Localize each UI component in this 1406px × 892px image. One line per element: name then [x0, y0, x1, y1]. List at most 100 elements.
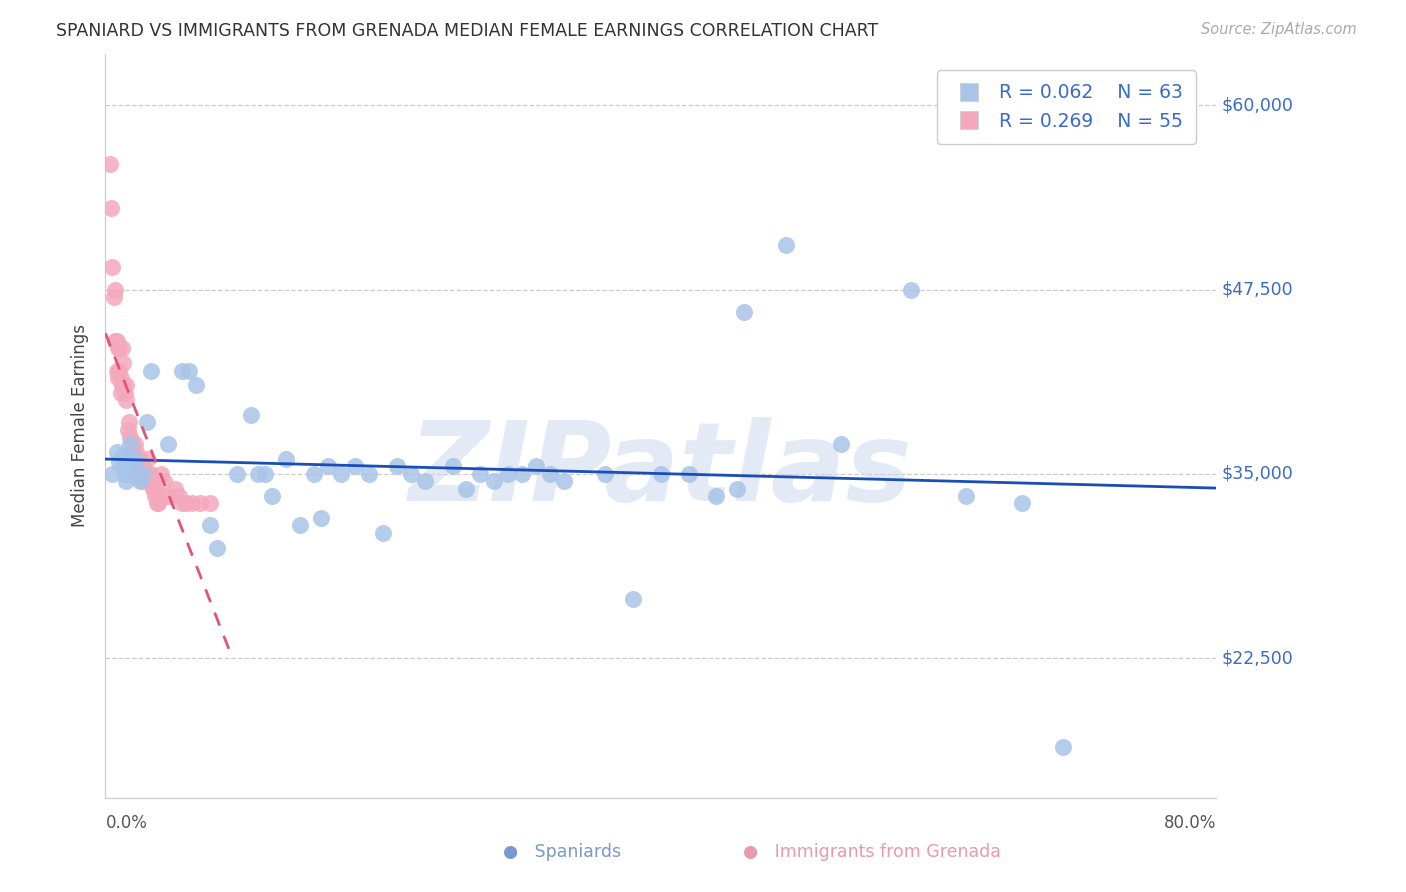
Point: [125, 464, 148, 478]
Point: [188, 496, 211, 510]
Point: [111, 449, 134, 463]
Point: [678, 467, 700, 481]
Point: [115, 393, 138, 408]
Point: [110, 371, 132, 385]
Text: Source: ZipAtlas.com: Source: ZipAtlas.com: [1201, 22, 1357, 37]
Point: [115, 475, 138, 489]
Point: [107, 371, 129, 385]
Point: [156, 437, 179, 451]
Point: [262, 489, 284, 503]
Point: [706, 489, 728, 503]
Point: [105, 363, 128, 377]
Point: [385, 459, 408, 474]
Point: [595, 467, 617, 481]
Point: [117, 467, 139, 481]
Point: [156, 489, 179, 503]
Point: [226, 467, 249, 481]
Point: [180, 496, 202, 510]
Point: [108, 455, 131, 469]
Point: [108, 342, 131, 356]
Point: [141, 467, 163, 481]
Legend: R = 0.062    N = 63, R = 0.269    N = 55: R = 0.062 N = 63, R = 0.269 N = 55: [936, 70, 1195, 144]
Point: [399, 467, 422, 481]
Point: [330, 467, 353, 481]
Point: [100, 202, 122, 216]
Point: [167, 489, 190, 503]
Point: [108, 363, 131, 377]
Text: ●   Immigrants from Grenada: ● Immigrants from Grenada: [742, 843, 1001, 861]
Point: [105, 334, 128, 348]
Point: [510, 467, 533, 481]
Text: 0.0%: 0.0%: [105, 814, 148, 832]
Point: [139, 475, 162, 489]
Point: [1011, 496, 1033, 510]
Point: [117, 423, 139, 437]
Text: $47,500: $47,500: [1222, 280, 1294, 299]
Point: [128, 452, 150, 467]
Point: [198, 518, 221, 533]
Point: [118, 415, 141, 429]
Point: [121, 437, 143, 451]
Point: [111, 378, 134, 392]
Point: [184, 378, 207, 392]
Point: [733, 304, 755, 318]
Point: [621, 592, 644, 607]
Point: [900, 283, 922, 297]
Text: SPANIARD VS IMMIGRANTS FROM GRENADA MEDIAN FEMALE EARNINGS CORRELATION CHART: SPANIARD VS IMMIGRANTS FROM GRENADA MEDI…: [56, 22, 879, 40]
Point: [98, 157, 121, 171]
Point: [136, 415, 159, 429]
Point: [309, 511, 332, 525]
Point: [524, 459, 547, 474]
Point: [134, 467, 156, 481]
Point: [115, 378, 138, 392]
Point: [136, 452, 159, 467]
Point: [371, 525, 394, 540]
Text: ●   Spaniards: ● Spaniards: [503, 843, 621, 861]
Point: [124, 437, 146, 451]
Point: [470, 467, 492, 481]
Point: [302, 467, 325, 481]
Text: $35,000: $35,000: [1222, 465, 1294, 483]
Point: [145, 489, 167, 503]
Point: [132, 475, 155, 489]
Point: [103, 290, 125, 304]
Point: [124, 452, 146, 467]
Point: [148, 496, 170, 510]
Point: [129, 467, 152, 481]
Point: [274, 452, 297, 467]
Point: [170, 496, 193, 510]
Point: [198, 496, 221, 510]
Point: [288, 518, 311, 533]
Point: [111, 342, 134, 356]
Point: [240, 408, 263, 422]
Point: [496, 467, 519, 481]
Point: [122, 459, 145, 474]
Point: [105, 444, 128, 458]
Point: [441, 459, 464, 474]
Point: [120, 437, 142, 451]
Point: [114, 467, 136, 481]
Point: [101, 260, 124, 275]
Point: [112, 378, 135, 392]
Point: [247, 467, 270, 481]
Point: [316, 459, 339, 474]
Point: [152, 475, 174, 489]
Point: [456, 482, 478, 496]
Point: [205, 541, 228, 555]
Point: [110, 385, 132, 400]
Point: [413, 475, 436, 489]
Point: [955, 489, 977, 503]
Point: [138, 467, 160, 481]
Point: [163, 482, 186, 496]
Point: [142, 482, 165, 496]
Point: [484, 475, 506, 489]
Point: [120, 430, 142, 444]
Point: [830, 437, 852, 451]
Text: $60,000: $60,000: [1222, 96, 1294, 114]
Point: [359, 467, 381, 481]
Point: [553, 475, 575, 489]
Point: [107, 342, 129, 356]
Point: [112, 356, 135, 370]
Point: [650, 467, 672, 481]
Point: [132, 467, 155, 481]
